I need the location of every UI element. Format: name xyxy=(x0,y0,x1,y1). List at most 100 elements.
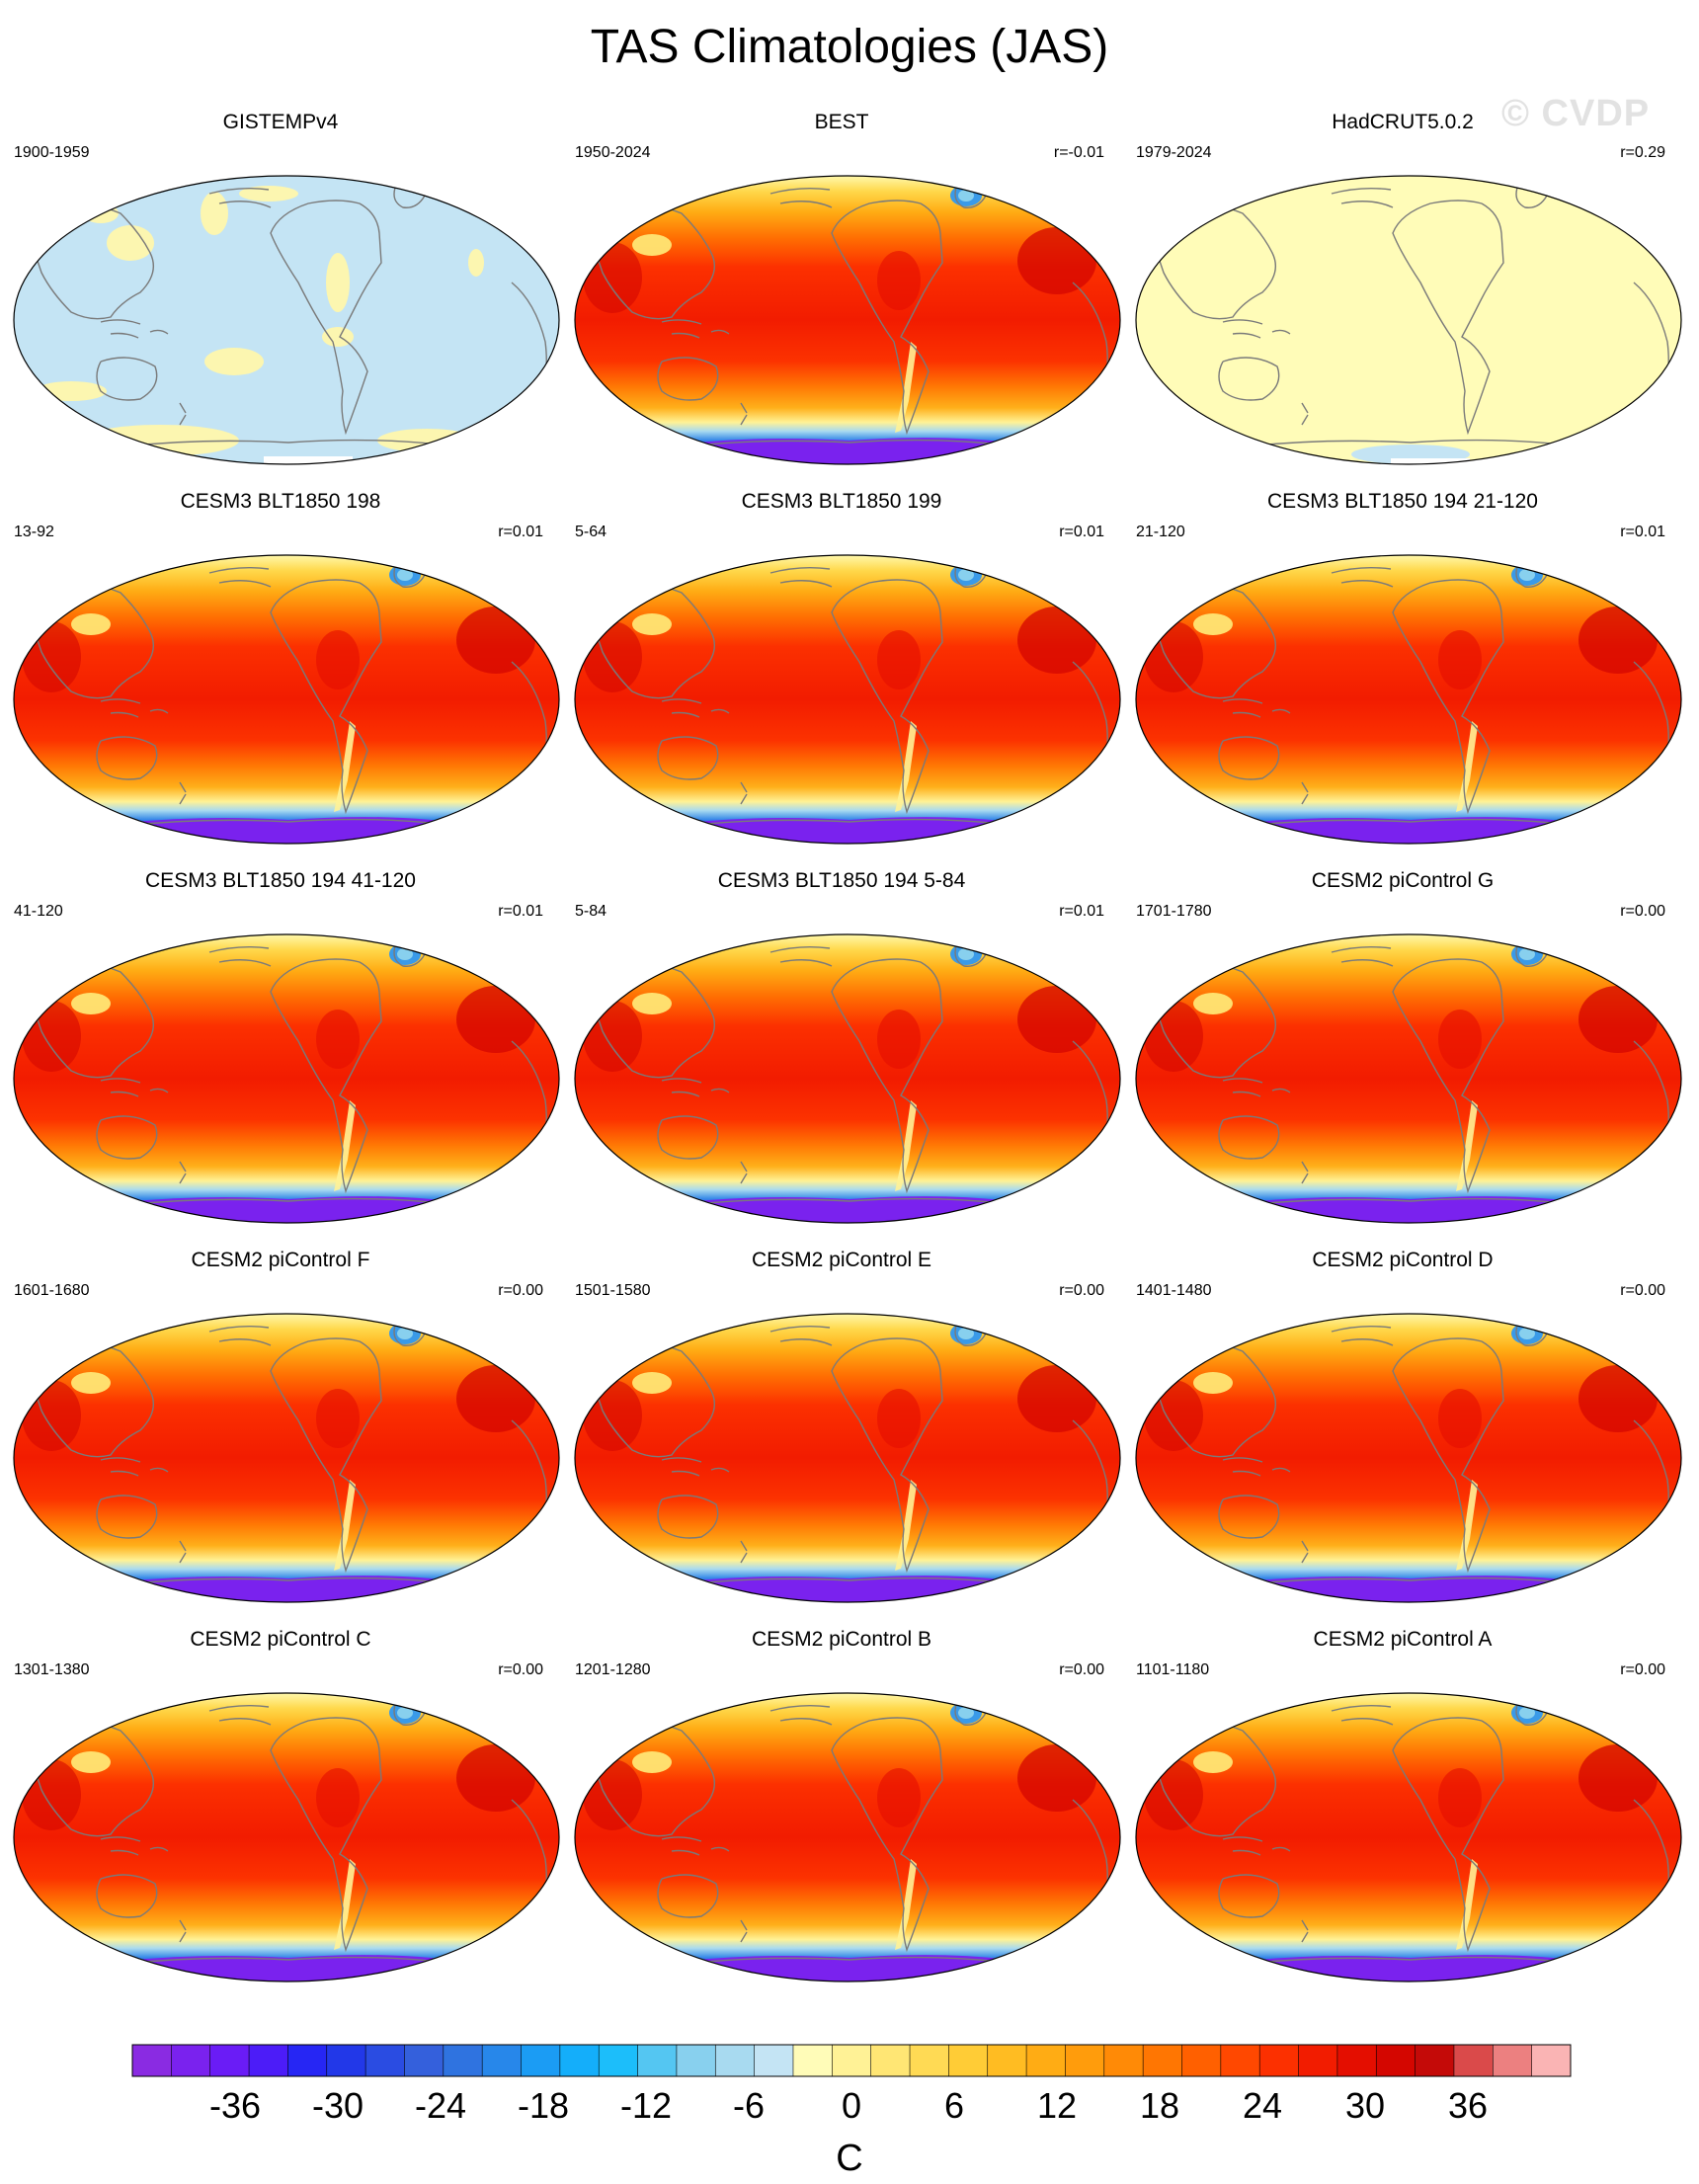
colorbar-tick-label: -24 xyxy=(415,2085,466,2126)
panel-period: 1501-1580 xyxy=(575,1282,651,1299)
colorbar-swatch xyxy=(1453,2045,1494,2076)
colorbar-swatch xyxy=(1493,2045,1533,2076)
global-map xyxy=(574,1313,1121,1603)
panel-title: CESM2 piControl D xyxy=(1312,1249,1494,1271)
colorbar-swatch xyxy=(1181,2045,1222,2076)
colorbar-swatch xyxy=(676,2045,716,2076)
map-panel: CESM3 BLT1850 194 5-84 5-84 r=0.01 xyxy=(561,857,1122,1233)
panel-title: CESM2 piControl C xyxy=(190,1628,371,1651)
colorbar-swatch xyxy=(521,2045,561,2076)
global-map xyxy=(1135,1313,1682,1603)
colorbar-tick-label: 12 xyxy=(1037,2085,1077,2126)
global-map xyxy=(574,1692,1121,1982)
colorbar-swatch xyxy=(132,2045,172,2076)
panel-title: CESM2 piControl F xyxy=(191,1249,370,1271)
panel-period: 1301-1380 xyxy=(14,1661,90,1678)
colorbar-swatch xyxy=(754,2045,794,2076)
global-map xyxy=(574,554,1121,845)
panel-correlation: r=0.00 xyxy=(498,1661,543,1678)
panel-period: 1950-2024 xyxy=(575,144,651,161)
colorbar-swatch xyxy=(1259,2045,1300,2076)
map-panel: CESM3 BLT1850 194 21-120 21-120 r=0.01 xyxy=(1122,478,1683,853)
colorbar-tick-label: 6 xyxy=(944,2085,964,2126)
colorbar-swatch xyxy=(1415,2045,1455,2076)
map-panel: CESM2 piControl B 1201-1280 r=0.00 xyxy=(561,1616,1122,1991)
panel-title: CESM2 piControl B xyxy=(751,1628,932,1651)
map-panel: CESM2 piControl F 1601-1680 r=0.00 xyxy=(0,1237,561,1612)
map-panel: CESM2 piControl G 1701-1780 r=0.00 xyxy=(1122,857,1683,1233)
panel-correlation: r=0.01 xyxy=(498,524,543,540)
colorbar-tick-label: 18 xyxy=(1140,2085,1179,2126)
colorbar-swatch xyxy=(792,2045,833,2076)
colorbar-swatch xyxy=(1220,2045,1260,2076)
colorbar-unit: C xyxy=(836,2138,863,2179)
colorbar-tick-label: -6 xyxy=(733,2085,765,2126)
panel-correlation: r=0.00 xyxy=(1059,1661,1104,1678)
colorbar-swatch xyxy=(249,2045,288,2076)
global-map xyxy=(13,1313,560,1603)
panel-title: CESM2 piControl G xyxy=(1311,869,1495,892)
colorbar-swatch xyxy=(1143,2045,1182,2076)
colorbar-swatch xyxy=(637,2045,678,2076)
global-map xyxy=(13,1692,560,1982)
panel-title: CESM2 piControl E xyxy=(751,1249,932,1271)
map-panel: CESM3 BLT1850 199 5-64 r=0.01 xyxy=(561,478,1122,853)
panel-period: 1201-1280 xyxy=(575,1661,651,1678)
panel-period: 21-120 xyxy=(1136,524,1185,540)
colorbar-tick-label: -30 xyxy=(312,2085,364,2126)
colorbar-swatch xyxy=(987,2045,1027,2076)
global-map xyxy=(13,933,560,1224)
panel-title: BEST xyxy=(814,111,869,133)
colorbar-swatch xyxy=(910,2045,949,2076)
colorbar-swatch xyxy=(171,2045,211,2076)
colorbar-tick-label: -12 xyxy=(620,2085,672,2126)
global-map xyxy=(1135,933,1682,1224)
panel-period: 13-92 xyxy=(14,524,54,540)
global-map xyxy=(574,933,1121,1224)
map-panel: BEST 1950-2024 r=-0.01 xyxy=(561,99,1122,474)
colorbar-tick-label: -18 xyxy=(518,2085,569,2126)
colorbar-swatch xyxy=(209,2045,250,2076)
panel-title: HadCRUT5.0.2 xyxy=(1332,111,1474,133)
panel-correlation: r=0.01 xyxy=(498,903,543,920)
panel-title: CESM3 BLT1850 198 xyxy=(180,490,381,513)
colorbar-swatch xyxy=(404,2045,445,2076)
panel-title: GISTEMPv4 xyxy=(222,111,339,133)
map-panel: CESM2 piControl E 1501-1580 r=0.00 xyxy=(561,1237,1122,1612)
colorbar-swatch xyxy=(482,2045,523,2076)
colorbar-swatch xyxy=(870,2045,911,2076)
panel-period: 1101-1180 xyxy=(1136,1661,1210,1678)
map-panel: CESM2 piControl D 1401-1480 r=0.00 xyxy=(1122,1237,1683,1612)
panel-period: 5-84 xyxy=(575,903,607,920)
colorbar-tick-label: 30 xyxy=(1345,2085,1385,2126)
global-map xyxy=(1135,554,1682,845)
global-map xyxy=(1135,1692,1682,1982)
panel-title: CESM3 BLT1850 194 5-84 xyxy=(717,869,966,892)
colorbar-tick-label: 36 xyxy=(1448,2085,1488,2126)
colorbar-swatch xyxy=(715,2045,756,2076)
panel-correlation: r=0.01 xyxy=(1620,524,1665,540)
map-panel: HadCRUT5.0.2 1979-2024 r=0.29 xyxy=(1122,99,1683,474)
colorbar-tick-label: 24 xyxy=(1243,2085,1282,2126)
colorbar-swatch xyxy=(1336,2045,1377,2076)
map-panel: CESM2 piControl A 1101-1180 r=0.00 xyxy=(1122,1616,1683,1991)
panel-period: 41-120 xyxy=(14,903,63,920)
colorbar-tick-label: 0 xyxy=(842,2085,861,2126)
colorbar-swatch xyxy=(559,2045,600,2076)
panel-period: 1900-1959 xyxy=(14,144,90,161)
panel-correlation: r=0.00 xyxy=(1059,1282,1104,1299)
panel-period: 1401-1480 xyxy=(1136,1282,1212,1299)
panel-period: 1601-1680 xyxy=(14,1282,90,1299)
panel-period: 1979-2024 xyxy=(1136,144,1212,161)
colorbar-swatch xyxy=(365,2045,405,2076)
panel-title: CESM2 piControl A xyxy=(1313,1628,1493,1651)
panel-title: CESM3 BLT1850 199 xyxy=(741,490,942,513)
panel-correlation: r=-0.01 xyxy=(1053,144,1104,161)
panel-correlation: r=0.00 xyxy=(1620,1282,1665,1299)
colorbar-swatch xyxy=(1376,2045,1416,2076)
panel-title: CESM3 BLT1850 194 41-120 xyxy=(145,869,416,892)
map-panel: CESM2 piControl C 1301-1380 r=0.00 xyxy=(0,1616,561,1991)
colorbar-swatch xyxy=(1065,2045,1105,2076)
global-map xyxy=(13,175,560,465)
colorbar-frame xyxy=(131,2044,1572,2077)
